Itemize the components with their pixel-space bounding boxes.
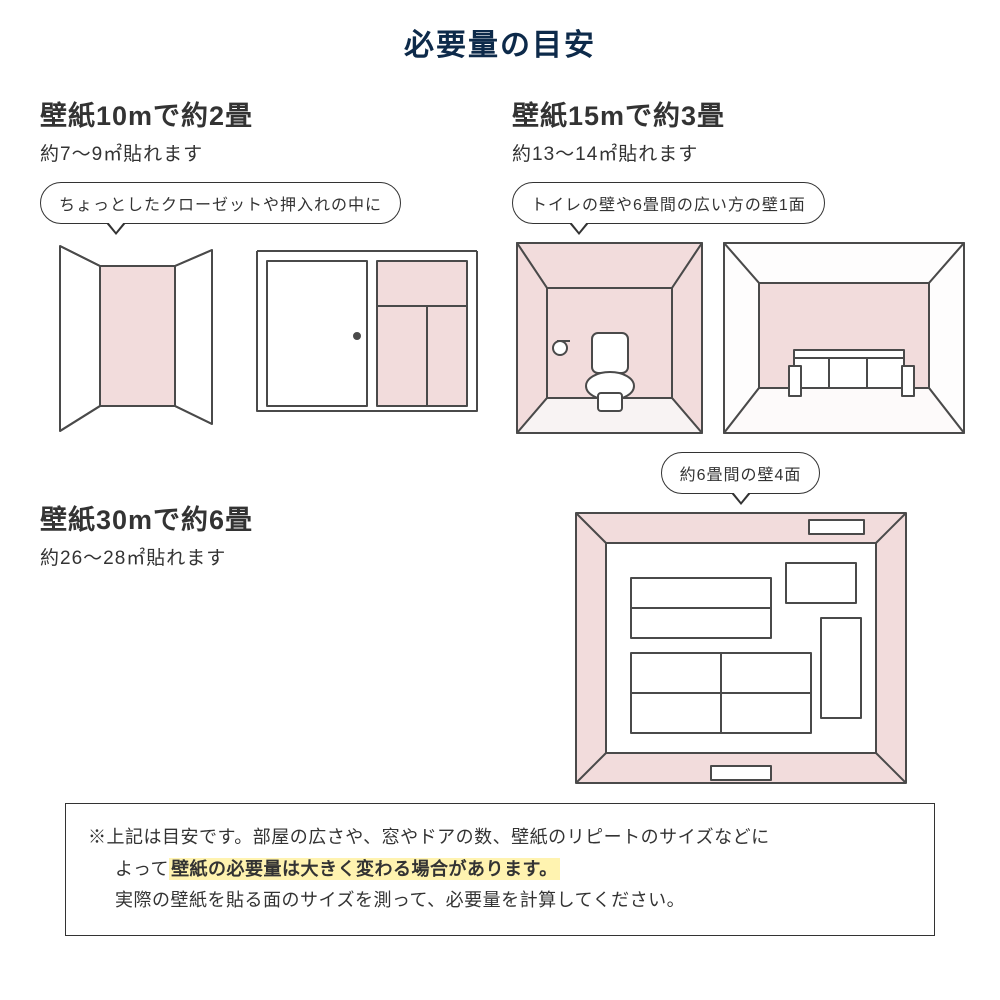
note-line-1: ※上記は目安です。部屋の広さや、窓やドアの数、壁紙のリピートのサイズなどに [88, 822, 912, 854]
bubble-wrap: 約6畳間の壁4面 [512, 452, 969, 494]
note-box: ※上記は目安です。部屋の広さや、窓やドアの数、壁紙のリピートのサイズなどに よっ… [65, 803, 935, 936]
note-line-2: よって壁紙の必要量は大きく変わる場合があります。 [88, 854, 912, 886]
note-highlight: 壁紙の必要量は大きく変わる場合があります。 [169, 858, 560, 880]
closet-open-illustration [40, 236, 240, 436]
section-heading: 壁紙15mで約3畳 [512, 94, 969, 133]
speech-bubble: 約6畳間の壁4面 [661, 452, 821, 494]
bubble-wrap: ちょっとしたクローゼットや押入れの中に [40, 182, 482, 224]
section-subtext: 約13～14㎡貼れます [512, 139, 969, 166]
speech-bubble: ちょっとしたクローゼットや押入れの中に [40, 182, 401, 224]
note-line-3: 実際の壁紙を貼る面のサイズを測って、必要量を計算してください。 [88, 885, 912, 917]
section-30m-illustration-wrap: 約6畳間の壁4面 [512, 448, 969, 788]
living-wall-illustration [719, 238, 969, 438]
floorplan-illustration [571, 508, 911, 788]
illustration-row [512, 238, 969, 438]
bubble-wrap: トイレの壁や6畳間の広い方の壁1面 [512, 182, 969, 224]
note-l2-pre: よって [115, 859, 169, 879]
toilet-room-illustration [512, 238, 707, 438]
sections-grid: 壁紙10mで約2畳 約7～9㎡貼れます ちょっとしたクローゼットや押入れの中に [40, 94, 960, 788]
section-subtext: 約7～9㎡貼れます [40, 139, 482, 166]
speech-bubble: トイレの壁や6畳間の広い方の壁1面 [512, 182, 825, 224]
illustration-row [40, 236, 482, 436]
section-30m: 壁紙30mで約6畳 約26～28㎡貼れます [40, 448, 482, 788]
section-subtext: 約26～28㎡貼れます [40, 543, 482, 570]
sliding-closet-illustration [252, 236, 482, 436]
infographic-container: 必要量の目安 壁紙10mで約2畳 約7～9㎡貼れます ちょっとしたクローゼットや… [0, 0, 1000, 936]
section-heading: 壁紙10mで約2畳 [40, 94, 482, 133]
section-10m: 壁紙10mで約2畳 約7～9㎡貼れます ちょっとしたクローゼットや押入れの中に [40, 94, 482, 438]
section-heading: 壁紙30mで約6畳 [40, 498, 482, 537]
section-15m: 壁紙15mで約3畳 約13～14㎡貼れます トイレの壁や6畳間の広い方の壁1面 [512, 94, 969, 438]
page-title: 必要量の目安 [40, 20, 960, 64]
illustration-row [512, 508, 969, 788]
